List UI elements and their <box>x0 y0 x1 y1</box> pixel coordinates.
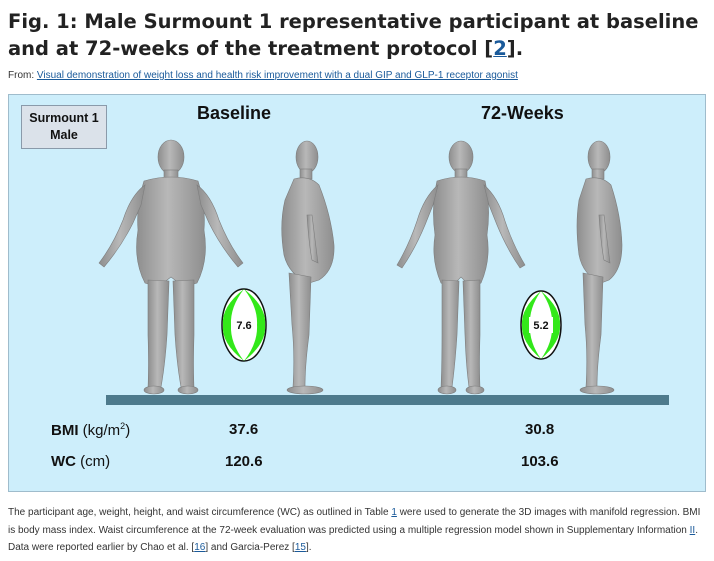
badge-line-sex: Male <box>50 128 78 142</box>
source-label: From: <box>8 70 37 81</box>
source-article-link[interactable]: Visual demonstration of weight loss and … <box>36 70 518 81</box>
citation-15-link[interactable]: 15 <box>294 542 306 553</box>
title-text: Fig. 1: Male Surmount 1 representative p… <box>8 10 699 60</box>
72weeks-gauge: 5.2 <box>520 290 562 360</box>
bmi-72weeks-value: 30.8 <box>525 421 555 438</box>
bmi-baseline-value: 37.6 <box>229 421 259 438</box>
citation-16-link[interactable]: 16 <box>194 542 206 553</box>
72weeks-side-body <box>576 140 623 395</box>
baseline-front-body <box>98 139 244 395</box>
floor-bar <box>106 395 669 405</box>
column-heading-baseline: Baseline <box>197 103 272 123</box>
table-reference-link[interactable]: 1 <box>391 507 397 518</box>
baseline-side-body <box>281 140 335 395</box>
wc-label: WC (cm) <box>51 453 111 470</box>
title-reference-link[interactable]: 2 <box>493 37 507 60</box>
wc-baseline-value: 120.6 <box>225 453 263 470</box>
72weeks-gauge-value: 5.2 <box>533 320 548 332</box>
bmi-label: BMI (kg/m2) <box>51 421 131 439</box>
source-line: From: Visual demonstration of weight los… <box>8 70 518 81</box>
figure-panel: 7.6 5.2 Surmount 1 Male Baseline 72-Week… <box>8 94 706 492</box>
baseline-gauge-value: 7.6 <box>236 320 251 332</box>
72weeks-front-body <box>396 140 526 395</box>
baseline-gauge: 7.6 <box>221 288 267 362</box>
figure-title: Fig. 1: Male Surmount 1 representative p… <box>8 8 708 62</box>
figure-illustration: 7.6 5.2 <box>98 139 623 395</box>
supplementary-reference-link[interactable]: II <box>689 524 696 536</box>
badge-line-study: Surmount 1 <box>29 111 99 125</box>
figure-caption: The participant age, weight, height, and… <box>8 507 701 553</box>
column-heading-72weeks: 72-Weeks <box>481 103 564 123</box>
study-badge: Surmount 1 Male <box>21 105 107 149</box>
title-text-end: ]. <box>506 37 524 60</box>
wc-72weeks-value: 103.6 <box>521 453 559 470</box>
